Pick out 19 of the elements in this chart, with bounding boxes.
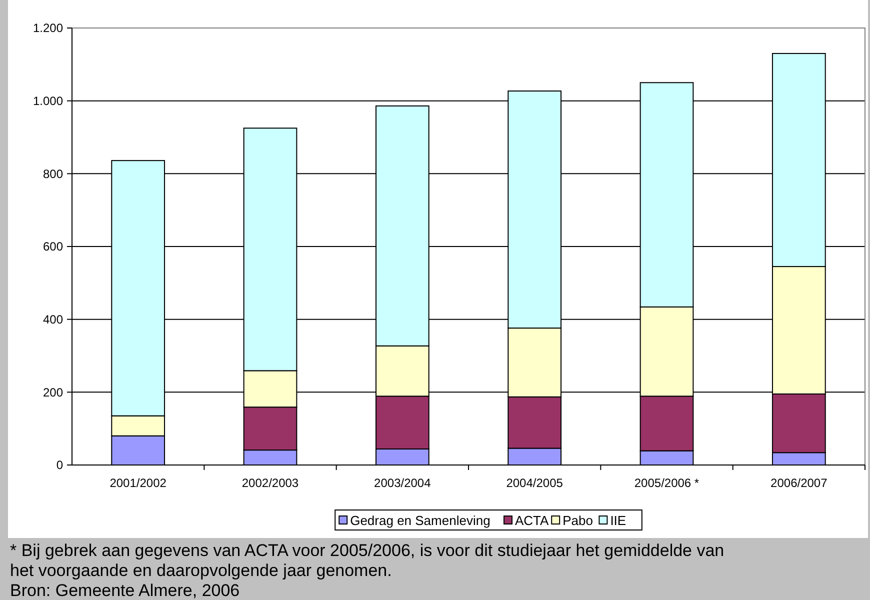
legend-label: IIE — [610, 513, 626, 528]
y-tick-label: 800 — [42, 166, 64, 181]
x-tick-label: 2002/2003 — [242, 476, 299, 490]
x-tick-label: 2006/2007 — [770, 476, 828, 490]
legend-label: Gedrag en Samenleving — [350, 513, 490, 528]
y-tick-label: 1.000 — [32, 94, 64, 108]
y-tick-label: 200 — [42, 385, 64, 400]
x-tick-label: 2003/2004 — [374, 476, 432, 490]
x-tick-label: 2004/2005 — [506, 476, 564, 490]
text: Bron: Gemeente Almere, 2006 — [10, 581, 240, 600]
x-tick-label: 2001/2002 — [110, 476, 167, 490]
legend-label: ACTA — [515, 513, 550, 528]
legend-label: Pabo — [562, 513, 593, 528]
y-tick-label: 400 — [42, 312, 64, 327]
y-tick-label: 1.200 — [32, 21, 64, 36]
x-tick-label: 2005/2006 * — [634, 476, 700, 490]
y-tick-label: 600 — [42, 240, 64, 254]
y-tick-label: 0 — [56, 458, 64, 472]
text: * Bij gebrek aan gegevens van ACTA voor 2005/2006, is voor dit studiejaar het gemiddelde van het voorgaande en daaropvolgende jaar genomen. — [10, 541, 724, 580]
